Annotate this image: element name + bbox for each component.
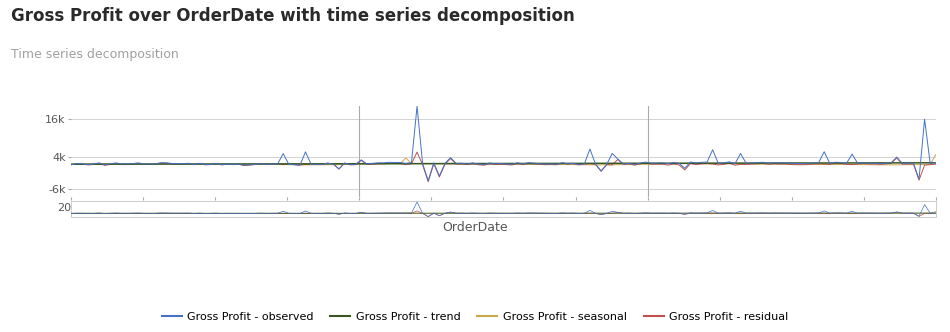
Text: Gross Profit over OrderDate with time series decomposition: Gross Profit over OrderDate with time se… xyxy=(11,7,575,25)
Text: Time series decomposition: Time series decomposition xyxy=(11,48,180,61)
Legend: Gross Profit - observed, Gross Profit - trend, Gross Profit - seasonal, Gross Pr: Gross Profit - observed, Gross Profit - … xyxy=(157,307,793,326)
Text: OrderDate: OrderDate xyxy=(442,221,508,234)
